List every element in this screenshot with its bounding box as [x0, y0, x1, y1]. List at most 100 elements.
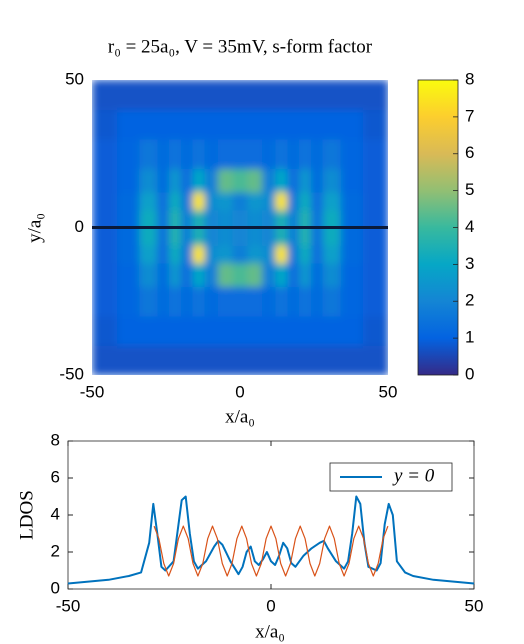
- heatmap-cell: [192, 192, 205, 211]
- heatmap-cell: [362, 345, 388, 375]
- heatmap-cell: [92, 286, 118, 317]
- heatmap-cell: [340, 286, 364, 317]
- heatmap-cell: [247, 286, 263, 317]
- heatmap-cell: [180, 286, 194, 317]
- heatmap-cell: [139, 139, 158, 169]
- heatmap-cell: [322, 227, 342, 246]
- heatmap-cell: [180, 80, 194, 110]
- heatmap-cell: [217, 316, 234, 346]
- heatmap-cell: [287, 80, 300, 110]
- heatmap-cell: [287, 168, 300, 193]
- heatmap-cell: [168, 316, 182, 346]
- heatmap-cell: [92, 192, 118, 211]
- heatmap-cell: [262, 316, 277, 346]
- heatmap-cell: [247, 316, 263, 346]
- heatmap-cell: [299, 109, 312, 140]
- heatmap-cell: [157, 345, 170, 375]
- heatmap-cell: [180, 192, 194, 211]
- heatmap-cell: [232, 262, 248, 287]
- heatmap-cell: [299, 80, 312, 110]
- x-tick-label: 50: [465, 596, 484, 615]
- heatmap-cell: [217, 245, 234, 264]
- heatmap-cell: [262, 227, 277, 246]
- heatmap-cell: [139, 245, 158, 264]
- heatmap-cell: [299, 139, 312, 169]
- heatmap-cell: [157, 139, 170, 169]
- x-tick-label: -50: [56, 596, 81, 615]
- heatmap-cell: [322, 168, 342, 193]
- heatmap-cell: [157, 245, 170, 264]
- heatmap-cell: [192, 209, 205, 228]
- heatmap-cell: [139, 316, 158, 346]
- heatmap-cell: [204, 245, 219, 264]
- x-tick-label: 50: [379, 382, 398, 401]
- heatmap-cell: [92, 227, 118, 246]
- colorbar-tick-label: 5: [465, 180, 474, 199]
- heatmap-cell: [287, 227, 300, 246]
- heatmap-cell: [262, 168, 277, 193]
- heatmap-cell: [92, 345, 118, 375]
- heatmap-cell: [139, 192, 158, 211]
- heatmap-cell: [275, 316, 288, 346]
- heatmap-cell: [117, 227, 140, 246]
- heatmap-cell: [299, 262, 312, 287]
- heatmap-cell: [192, 168, 205, 193]
- heatmap-cell: [180, 109, 194, 140]
- heatmap-cell: [299, 316, 312, 346]
- heatmap-cell: [340, 109, 364, 140]
- heatmap-cell: [262, 139, 277, 169]
- heatmap-cell: [117, 192, 140, 211]
- heatmap-cell: [92, 139, 118, 169]
- heatmap-cell: [204, 286, 219, 317]
- heatmap-cell: [322, 80, 342, 110]
- heatmap-cell: [262, 286, 277, 317]
- series-line: [67, 495, 475, 585]
- heatmap-cell: [139, 345, 158, 375]
- heatmap-cell: [362, 316, 388, 346]
- heatmap-cell: [157, 262, 170, 287]
- heatmap-cell: [340, 316, 364, 346]
- heatmap-cell: [287, 345, 300, 375]
- colorbar-tick-label: 0: [465, 364, 474, 383]
- heatmap-cell: [275, 109, 288, 140]
- heatmap-cell: [217, 262, 234, 287]
- heatmap-cell: [92, 316, 118, 346]
- y-tick-label: 8: [51, 430, 60, 449]
- heatmap-cell: [311, 109, 324, 140]
- heatmap-cell: [168, 209, 182, 228]
- heatmap-cell: [204, 316, 219, 346]
- heatmap-cell: [275, 286, 288, 317]
- heatmap-cell: [204, 168, 219, 193]
- heatmap-cell: [168, 168, 182, 193]
- heatmap-cell: [340, 209, 364, 228]
- heatmap-cell: [362, 109, 388, 140]
- heatmap-cell: [275, 227, 288, 246]
- heatmap-cell: [362, 262, 388, 287]
- heatmap-cell: [362, 192, 388, 211]
- heatmap-cell: [299, 209, 312, 228]
- heatmap-cell: [322, 139, 342, 169]
- y-tick-label: 4: [51, 504, 60, 523]
- heatmap-cell: [117, 262, 140, 287]
- heatmap-cell: [192, 245, 205, 264]
- heatmap-cell: [311, 192, 324, 211]
- heatmap-cell: [168, 245, 182, 264]
- heatmap-cell: [262, 80, 277, 110]
- heatmap-cell: [204, 262, 219, 287]
- heatmap-cell: [117, 139, 140, 169]
- heatmap-cell: [180, 227, 194, 246]
- heatmap-cell: [322, 209, 342, 228]
- heatmap-cell: [299, 227, 312, 246]
- heatmap-cell: [275, 345, 288, 375]
- heatmap-cell: [157, 168, 170, 193]
- heatmap-cell: [311, 80, 324, 110]
- heatmap-cell: [287, 139, 300, 169]
- heatmap-cell: [247, 245, 263, 264]
- heatmap-cell: [247, 345, 263, 375]
- heatmap-cell: [299, 286, 312, 317]
- x-tick-label: 0: [235, 382, 244, 401]
- heatmap-cell: [322, 316, 342, 346]
- heatmap-cell: [340, 262, 364, 287]
- heatmap-cell: [217, 345, 234, 375]
